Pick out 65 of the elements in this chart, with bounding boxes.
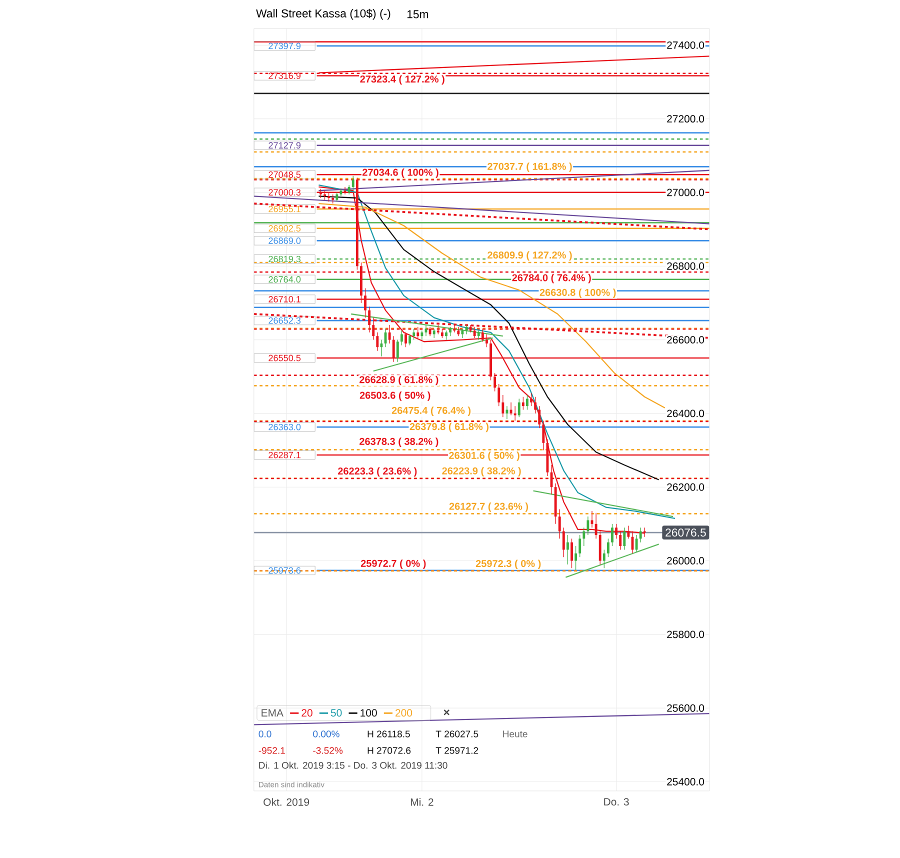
x-tick-label: Do. 3 bbox=[604, 798, 629, 806]
annotation: × bbox=[444, 710, 450, 716]
ref-line-label: 27034.6 ( 100% ) bbox=[362, 168, 438, 178]
y-tick-label: 27200.0 bbox=[667, 115, 704, 123]
ref-line-label: 26784.0 ( 76.4% ) bbox=[512, 274, 591, 284]
ref-line-label: 26287.1 bbox=[268, 452, 301, 458]
ref-line-label: 27037.7 ( 161.8% ) bbox=[488, 162, 572, 172]
y-tick-label: 26000.0 bbox=[667, 557, 704, 565]
x-tick-label: Okt. 2019 bbox=[264, 798, 310, 806]
ref-line-label: 26869.0 bbox=[268, 238, 301, 244]
ref-line-label: 27323.4 ( 127.2% ) bbox=[360, 75, 444, 85]
annotation: 0.0 bbox=[258, 730, 272, 738]
ref-line-label: 26630.8 ( 100% ) bbox=[540, 288, 616, 298]
chart-subtitle: 15m bbox=[407, 10, 428, 18]
annotation: H 27072.6 bbox=[368, 747, 411, 754]
ref-line-label: 27127.9 bbox=[268, 142, 301, 149]
annotation: -3.52% bbox=[313, 747, 343, 754]
ref-line-label: 26809.9 ( 127.2% ) bbox=[488, 251, 572, 261]
annotation: Di. 1 Okt. 2019 3:15 - Do. 3 Okt. 2019 11:30 bbox=[259, 762, 448, 769]
ref-line-label: 26628.9 ( 61.8% ) bbox=[360, 376, 438, 386]
legend-label: 50 bbox=[330, 709, 342, 717]
y-tick-label: 25600.0 bbox=[667, 704, 704, 712]
ref-line-label: 26652.3 bbox=[268, 317, 301, 324]
ref-line-label: 26475.4 ( 76.4% ) bbox=[392, 406, 471, 416]
annotation: H 26118.5 bbox=[368, 730, 410, 738]
annotation: -952.1 bbox=[258, 747, 285, 754]
legend-label: 100 bbox=[360, 709, 377, 717]
ref-line-label: 26378.3 ( 38.2% ) bbox=[360, 438, 438, 448]
ref-line-label: 27048.5 bbox=[268, 172, 301, 178]
ref-line-label: 26955.1 bbox=[268, 206, 301, 212]
ref-line-label: 26076.5 bbox=[666, 528, 706, 537]
y-tick-label: 26600.0 bbox=[667, 336, 704, 344]
ref-line-label: 26710.1 bbox=[268, 296, 301, 303]
ref-line-label: 26363.0 bbox=[268, 424, 301, 430]
ref-line-label: 26764.0 bbox=[268, 276, 301, 283]
legend-label: 200 bbox=[396, 709, 412, 717]
y-tick-label: 26400.0 bbox=[667, 410, 704, 418]
ref-line-label: 25972.7 ( 0% ) bbox=[360, 560, 426, 570]
annotation: T 25971.2 bbox=[436, 747, 478, 754]
ref-line-label: 27397.9 bbox=[268, 42, 301, 50]
ref-line-label: 26223.9 ( 38.2% ) bbox=[442, 467, 521, 477]
y-tick-label: 25400.0 bbox=[667, 778, 704, 786]
y-tick-label: 25800.0 bbox=[667, 630, 704, 638]
annotation: 0.00% bbox=[313, 730, 340, 738]
ref-line-label: 26301.6 ( 50% ) bbox=[449, 452, 520, 462]
ref-line-label: 26223.3 ( 23.6% ) bbox=[338, 467, 417, 477]
annotation: T 26027.5 bbox=[436, 730, 478, 738]
annotation: Heute bbox=[503, 730, 528, 738]
ref-line-label: 27000.3 bbox=[268, 189, 301, 196]
y-tick-label: 26200.0 bbox=[667, 484, 704, 491]
ref-line-label: 26503.6 ( 50% ) bbox=[360, 392, 430, 401]
ref-line-label: 25972.3 ( 0% ) bbox=[476, 560, 541, 570]
x-tick-label: Mi. 2 bbox=[410, 798, 434, 806]
y-tick-label: 26800.0 bbox=[667, 262, 704, 270]
ref-line-label: 26902.5 bbox=[268, 225, 301, 232]
ref-line-label: 26127.7 ( 23.6% ) bbox=[449, 502, 528, 512]
ref-line-label: 26550.5 bbox=[268, 354, 301, 362]
y-tick-label: 27000.0 bbox=[667, 188, 704, 196]
chart-title: Wall Street Kassa (10$) (-) bbox=[256, 9, 390, 20]
legend-label: 20 bbox=[302, 709, 312, 717]
y-tick-label: 27400.0 bbox=[667, 42, 704, 50]
legend-title: EMA bbox=[262, 709, 284, 717]
ref-line-label: 26819.3 bbox=[268, 256, 301, 262]
ref-line-label: 26379.8 ( 61.8% ) bbox=[410, 422, 489, 432]
ref-line-label: 25973.6 bbox=[268, 567, 301, 574]
